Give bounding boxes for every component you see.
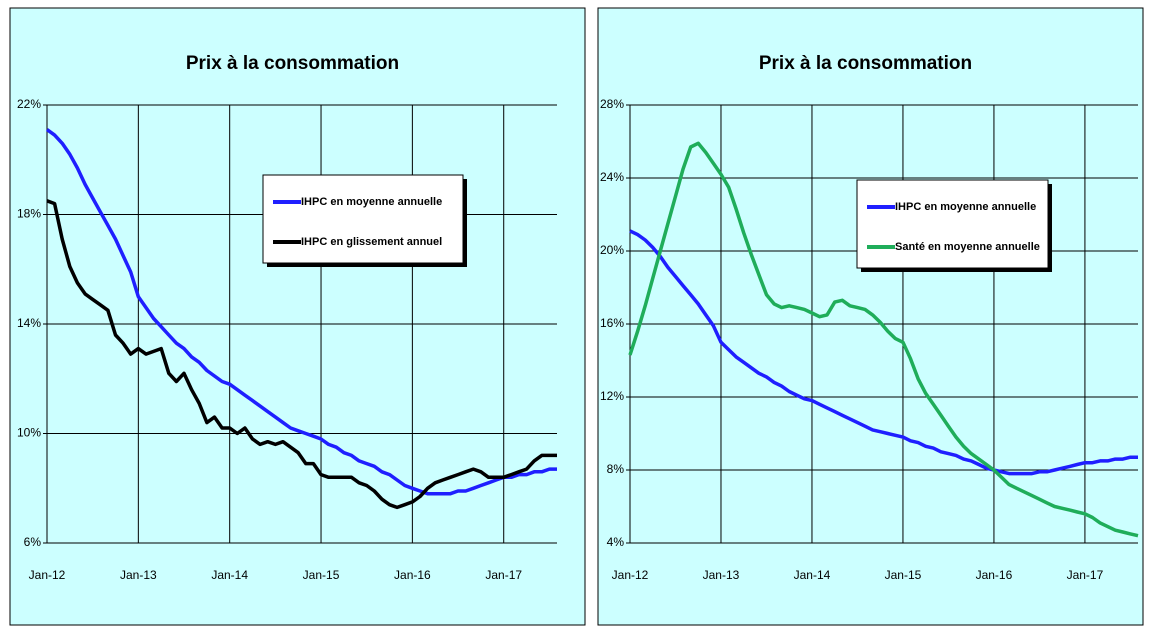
- chart-title: Prix à la consommation: [186, 53, 399, 74]
- series-line: [629, 229, 1138, 476]
- y-tick-label: 8%: [607, 462, 625, 476]
- y-tick-label: 10%: [17, 426, 41, 440]
- chart-panel: [597, 7, 1144, 626]
- chart-panel: [9, 7, 586, 626]
- y-tick-label: 14%: [17, 316, 41, 330]
- x-tick-label: Jan-15: [885, 568, 922, 582]
- y-tick-label: 4%: [607, 535, 625, 549]
- legend: [856, 179, 1049, 269]
- x-tick-label: Jan-13: [120, 568, 157, 582]
- y-tick-label: 18%: [17, 207, 41, 221]
- y-tick-label: 24%: [600, 170, 624, 184]
- x-tick-label: Jan-15: [303, 568, 340, 582]
- x-tick-label: Jan-12: [29, 568, 66, 582]
- x-tick-label: Jan-13: [703, 568, 740, 582]
- x-tick-label: Jan-12: [612, 568, 649, 582]
- x-tick-label: Jan-14: [794, 568, 831, 582]
- legend-label: IHPC en glissement annuel: [301, 236, 442, 248]
- x-tick-label: Jan-16: [976, 568, 1013, 582]
- y-tick-label: 16%: [600, 316, 624, 330]
- x-tick-label: Jan-17: [485, 568, 522, 582]
- series-line: [46, 199, 557, 510]
- y-tick-label: 6%: [24, 535, 42, 549]
- y-tick-label: 22%: [17, 97, 41, 111]
- x-tick-label: Jan-14: [211, 568, 248, 582]
- series-line: [628, 141, 1139, 538]
- chart-title: Prix à la consommation: [759, 53, 972, 74]
- y-tick-label: 28%: [600, 97, 624, 111]
- legend-label: Santé en moyenne annuelle: [895, 241, 1040, 253]
- series-line: [45, 128, 557, 496]
- x-tick-label: Jan-16: [394, 568, 431, 582]
- legend-label: IHPC en moyenne annuelle: [301, 196, 442, 208]
- y-tick-label: 12%: [600, 389, 624, 403]
- y-tick-label: 20%: [600, 243, 624, 257]
- legend-label: IHPC en moyenne annuelle: [895, 201, 1036, 213]
- x-tick-label: Jan-17: [1067, 568, 1104, 582]
- legend: [262, 174, 464, 264]
